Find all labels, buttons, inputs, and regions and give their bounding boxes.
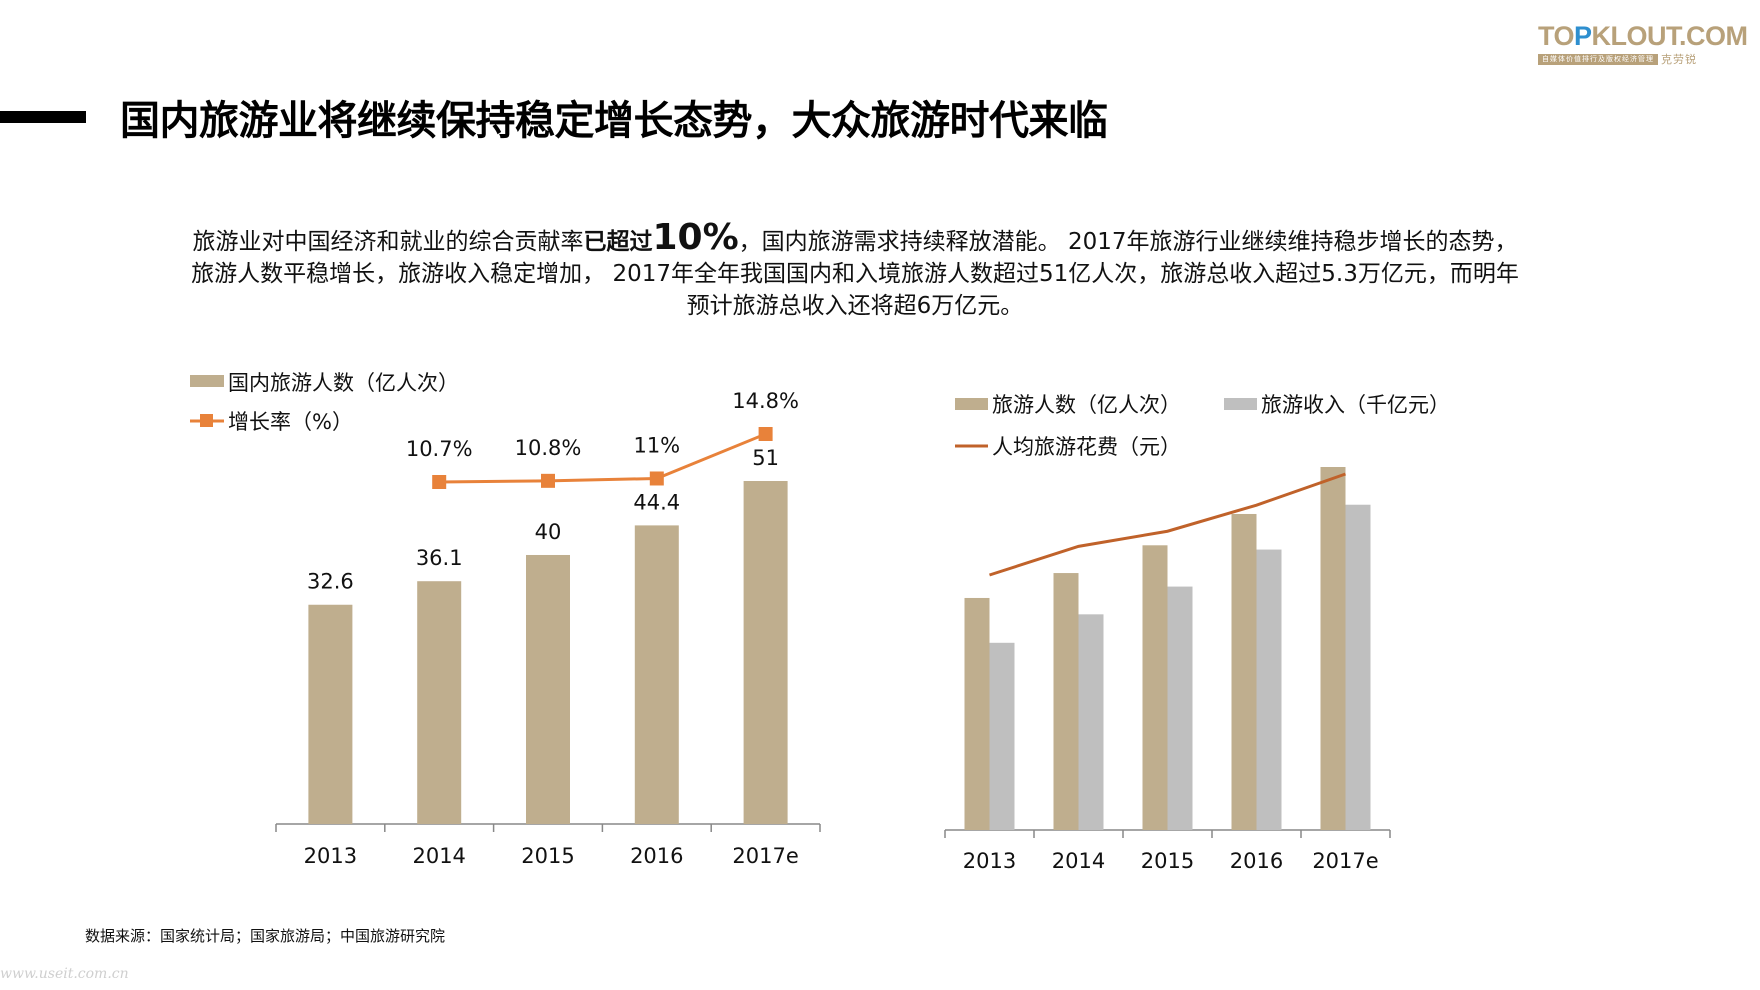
watermark: www.useit.com.cn xyxy=(0,966,129,982)
chart1-bar-2015 xyxy=(526,554,570,824)
logo-tagline: 自媒体价值排行及版权经济管理 xyxy=(1538,53,1658,65)
logo-subline: 自媒体价值排行及版权经济管理 克劳锐 xyxy=(1538,51,1743,67)
chart2-legend-label-revenue: 旅游收入（千亿元） xyxy=(1261,393,1450,417)
chart2-legend-swatch-visitors xyxy=(955,398,988,410)
chart2-x-tick-label: 2013 xyxy=(963,849,1016,873)
chart1-growth-marker-2016 xyxy=(649,471,664,486)
chart2-bar-revenue-2016 xyxy=(1256,549,1282,830)
chart1-bar-value-label: 32.6 xyxy=(307,570,354,594)
chart1-growth-value-label: 14.8% xyxy=(732,389,799,413)
logo-cn-name: 克劳锐 xyxy=(1661,53,1697,66)
chart2-bar-revenue-2014 xyxy=(1078,614,1104,830)
chart2-spend-line xyxy=(989,472,1346,577)
chart1-legend-swatch-bar xyxy=(190,375,224,387)
intro-text-1: 旅游业对中国经济和就业的综合贡献率 xyxy=(192,229,584,255)
chart2-legend-label-visitors: 旅游人数（亿人次） xyxy=(992,393,1181,417)
intro-text-2: ，国内旅游需求持续释放潜能。 2017年旅游行业继续维持稳步增长的态势，旅游人数… xyxy=(191,229,1519,319)
chart2-bar-revenue-2015 xyxy=(1167,586,1193,830)
chart2-bar-visitors-2016 xyxy=(1231,513,1257,830)
chart1-bar-value-label: 36.1 xyxy=(416,546,463,570)
logo-wordmark-accent: P xyxy=(1574,21,1592,51)
chart1-growth-marker-2017e xyxy=(758,427,773,441)
chart2-bar-revenue-2013 xyxy=(989,642,1015,830)
page-title: 国内旅游业将继续保持稳定增长态势，大众旅游时代来临 xyxy=(120,98,1108,144)
chart2-x-tick-label: 2016 xyxy=(1230,849,1283,873)
chart1-legend-swatch-marker xyxy=(200,414,213,427)
chart1-bar-2013 xyxy=(308,604,353,824)
chart2-bar-visitors-2017e xyxy=(1320,467,1346,830)
chart1-growth-line xyxy=(439,432,767,484)
chart2-x-tick-label: 2017e xyxy=(1312,849,1378,873)
chart1-bar-value-label: 51 xyxy=(752,446,779,470)
chart1-growth-marker-2014 xyxy=(432,475,447,489)
data-source-note: 数据来源：国家统计局；国家旅游局；中国旅游研究院 xyxy=(85,927,446,945)
chart2-bar-visitors-2014 xyxy=(1053,573,1079,830)
chart2-bar-visitors-2015 xyxy=(1142,545,1168,830)
chart2-x-tick-label: 2015 xyxy=(1141,849,1194,873)
chart1-legend-label-bar: 国内旅游人数（亿人次） xyxy=(228,371,459,395)
chart1-bar-2016 xyxy=(634,525,679,824)
chart2-x-tick-label: 2014 xyxy=(1052,849,1105,873)
chart1-x-tick-label: 2013 xyxy=(304,844,357,868)
chart2-bar-revenue-2017e xyxy=(1345,504,1371,830)
chart2-bar-visitors-2013 xyxy=(964,597,990,830)
chart2-legend-label-spend: 人均旅游花费（元） xyxy=(992,435,1181,459)
intro-highlight-number: 10% xyxy=(652,217,739,258)
topklout-logo: TOPKLOUT.COM 自媒体价值排行及版权经济管理 克劳锐 xyxy=(1538,21,1748,67)
chart1-bar-2014 xyxy=(417,581,462,824)
logo-wordmark: TOPKLOUT.COM xyxy=(1538,21,1748,51)
chart2-legend-swatch-revenue xyxy=(1224,398,1257,410)
chart1-x-tick-label: 2014 xyxy=(412,844,465,868)
chart1-bar-value-label: 44.4 xyxy=(633,490,680,514)
title-accent-bar xyxy=(0,111,86,123)
chart1-x-tick-label: 2015 xyxy=(521,844,574,868)
intro-strong: 已超过 xyxy=(583,229,653,255)
chart1-bar-value-label: 40 xyxy=(535,520,562,544)
logo-wordmark-prefix: TO xyxy=(1538,21,1575,51)
chart1-growth-value-label: 10.8% xyxy=(515,436,582,460)
chart1-x-tick-label: 2017e xyxy=(732,844,798,868)
chart1-legend-label-line: 增长率（%） xyxy=(228,410,353,434)
chart1-bar-2017e xyxy=(743,481,788,824)
chart1-x-tick-label: 2016 xyxy=(630,844,683,868)
logo-wordmark-rest: KLOUT.COM xyxy=(1591,21,1748,51)
chart1-growth-marker-2015 xyxy=(541,473,555,488)
chart1-growth-value-label: 11% xyxy=(633,433,680,457)
intro-paragraph: 旅游业对中国经济和就业的综合贡献率已超过10%，国内旅游需求持续释放潜能。 20… xyxy=(190,220,1520,322)
chart1-growth-value-label: 10.7% xyxy=(406,437,473,461)
